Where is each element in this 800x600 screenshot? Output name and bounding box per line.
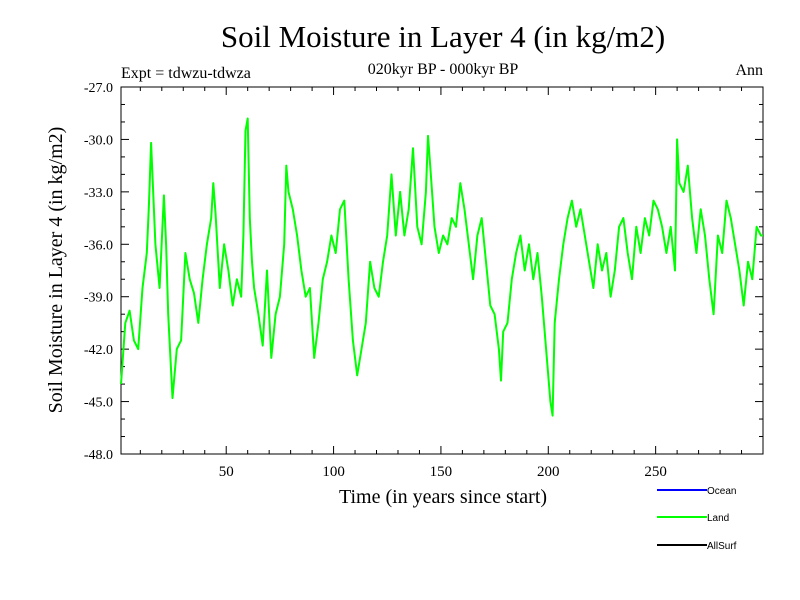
chart-subtitle: 020kyr BP - 000kyr BP [368,61,519,78]
x-tick-label: 100 [322,464,345,480]
x-axis-label: Time (in years since start) [339,486,547,508]
y-tick-label: -48.0 [84,448,113,463]
chart-title: Soil Moisture in Layer 4 (in kg/m2) [221,19,665,54]
legend-label-land: Land [707,513,729,524]
y-tick-label: -36.0 [84,238,113,253]
y-tick-label: -39.0 [84,291,113,306]
x-axis-ticks: 50 100 150 200 250 [139,87,764,480]
y-tick-label: -42.0 [84,343,113,358]
y-tick-label: -45.0 [84,396,113,411]
y-axis-label: Soil Moisture in Layer 4 (in kg/m2) [45,127,67,414]
y-tick-label: -33.0 [84,186,113,201]
x-tick-label: 50 [219,464,234,480]
series-layer [120,117,763,417]
series-line-land [120,117,763,417]
season-label: Ann [735,62,763,79]
y-axis-ticks: -27.0 -30.0 -33.0 -36.0 -39.0 -42.0 -45.0 -48.0 [84,81,763,463]
y-tick-label: -30.0 [84,133,113,148]
legend-label-allsurf: AllSurf [707,541,737,552]
x-tick-label: 150 [430,464,453,480]
plot-frame [120,86,764,455]
legend: Ocean Land AllSurf [657,486,737,552]
experiment-label: Expt = tdwzu-tdwza [121,65,251,82]
y-tick-label: -27.0 [84,81,113,96]
x-tick-label: 250 [644,464,667,480]
x-tick-label: 200 [537,464,560,480]
legend-label-ocean: Ocean [707,486,736,497]
